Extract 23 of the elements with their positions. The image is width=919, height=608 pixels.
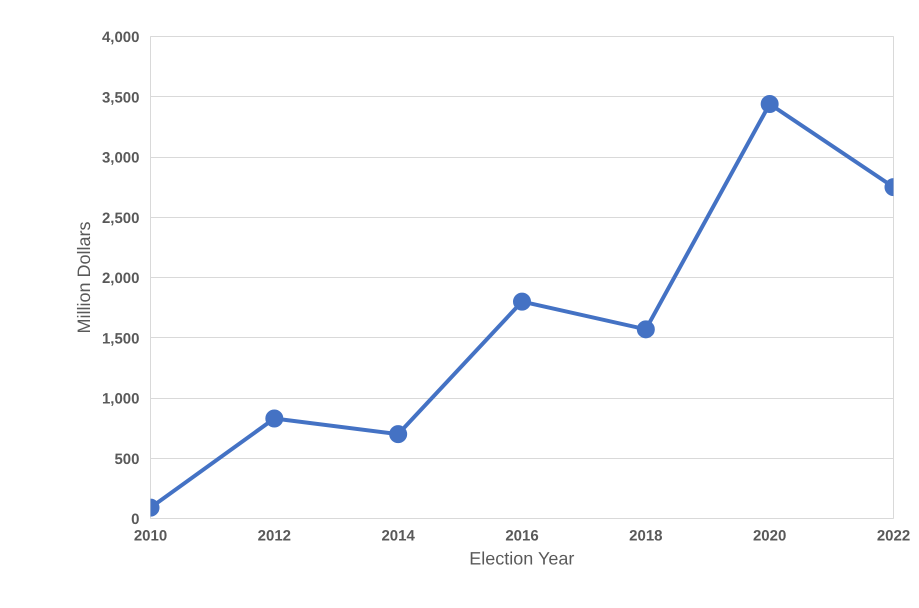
y-tick-label: 2,500: [102, 210, 140, 227]
y-tick-label: 2,000: [102, 270, 140, 287]
point: [265, 410, 284, 428]
point: [760, 94, 779, 113]
point: [389, 425, 408, 444]
x-tick-label: 2012: [258, 528, 292, 544]
y-tick-label: 4,000: [102, 29, 140, 46]
y-tick-label: 1,500: [102, 330, 140, 348]
y-tick-label: 3,500: [102, 89, 140, 106]
y-tick-label: 500: [114, 450, 140, 468]
y-tick-label: 1,000: [102, 390, 140, 408]
point: [513, 292, 531, 311]
x-tick-label: 2018: [629, 528, 663, 544]
y-tick-label: 0: [131, 511, 140, 528]
y-axis-title: Million Dollars: [74, 221, 94, 334]
x-tick-label: 2014: [381, 528, 416, 544]
x-tick-label: 2022: [876, 528, 910, 544]
point: [636, 320, 655, 338]
x-axis-title: Election Year: [469, 548, 574, 568]
x-tick-label: 2016: [505, 528, 539, 544]
y-tick-label: 3,000: [102, 150, 140, 166]
x-tick-label: 2020: [752, 528, 786, 544]
x-tick-label: 2010: [134, 528, 168, 544]
